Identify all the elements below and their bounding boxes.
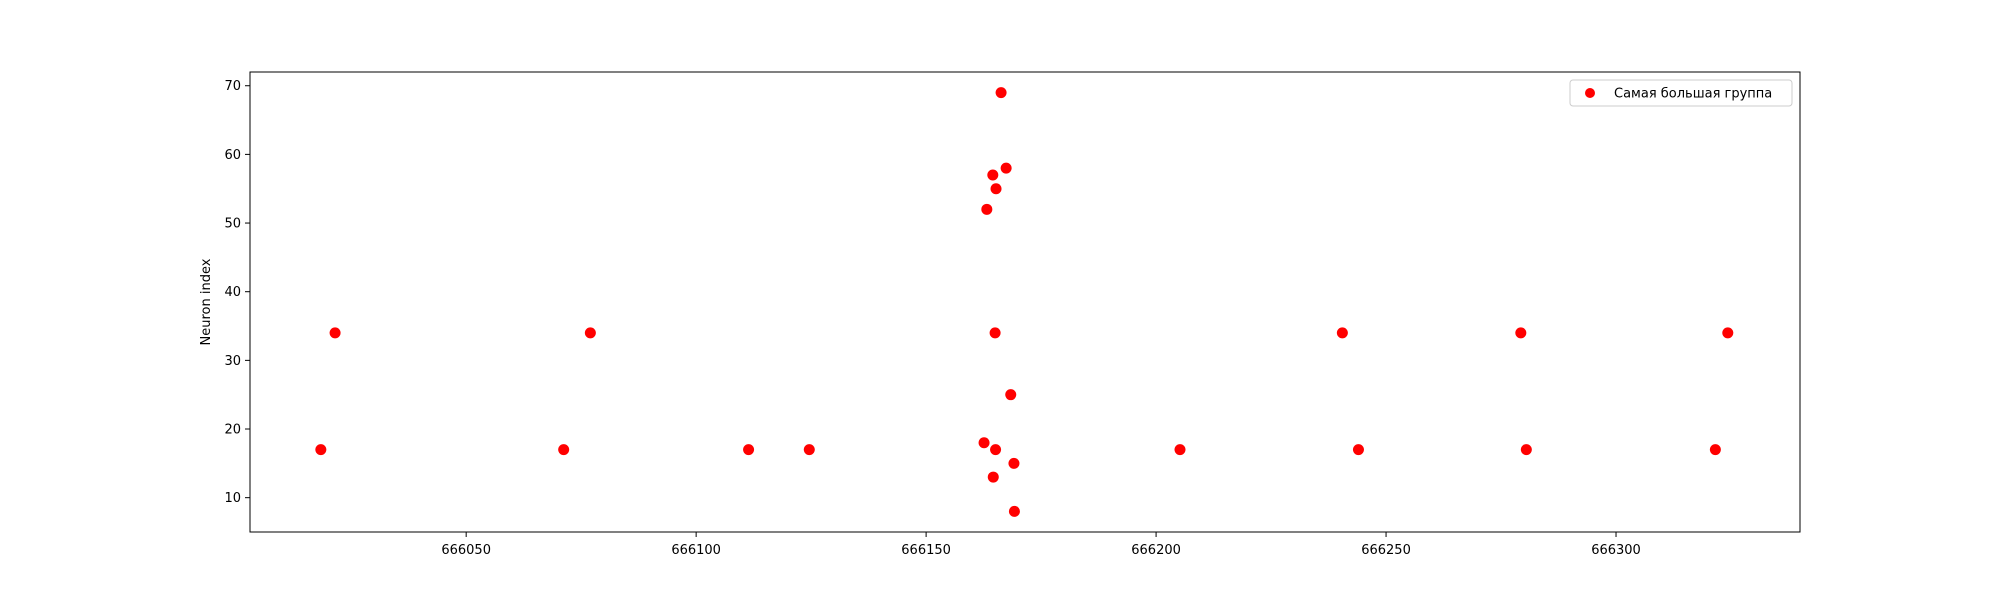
legend-marker <box>1585 88 1595 98</box>
x-tick-label: 666200 <box>1131 543 1181 558</box>
data-point <box>1005 389 1017 401</box>
data-point <box>1336 327 1348 339</box>
y-tick-label: 10 <box>224 491 241 506</box>
legend-box <box>1569 79 1793 107</box>
y-tick-label: 40 <box>224 285 241 300</box>
data-point <box>978 437 990 449</box>
data-point <box>558 444 570 456</box>
data-point <box>743 444 755 456</box>
data-point <box>987 169 999 181</box>
x-tick-label: 666150 <box>901 543 951 558</box>
data-point <box>1000 162 1012 174</box>
legend: Самая большая группа <box>1569 79 1793 107</box>
y-axis-label: Neuron index <box>199 258 214 345</box>
data-point <box>584 327 596 339</box>
data-point <box>990 444 1002 456</box>
data-point <box>987 471 999 483</box>
x-axis: 666050 666100 666150 666200 666250 666300 <box>441 532 1641 558</box>
data-point <box>1722 327 1734 339</box>
y-tick-label: 70 <box>224 79 241 94</box>
data-point <box>329 327 341 339</box>
x-tick-label: 666100 <box>671 543 721 558</box>
data-point <box>803 444 815 456</box>
data-point <box>1515 327 1527 339</box>
data-point <box>989 327 1001 339</box>
plot-area <box>249 71 1801 533</box>
x-tick-label: 666050 <box>441 543 491 558</box>
y-axis: 10 20 30 40 50 60 70 <box>224 79 250 506</box>
data-point <box>1008 457 1020 469</box>
y-tick-label: 30 <box>224 354 241 369</box>
y-tick-label: 60 <box>224 148 241 163</box>
data-point <box>1174 444 1186 456</box>
data-point <box>1709 444 1721 456</box>
data-point <box>990 183 1002 195</box>
x-tick-label: 666250 <box>1361 543 1411 558</box>
data-point <box>1520 444 1532 456</box>
data-point <box>315 444 327 456</box>
data-point <box>1008 505 1020 517</box>
data-point <box>995 87 1007 99</box>
legend-label: Самая большая группа <box>1614 87 1772 102</box>
data-point <box>1352 444 1364 456</box>
data-points <box>315 87 1734 517</box>
y-tick-label: 20 <box>224 423 241 438</box>
data-point <box>981 203 993 215</box>
y-tick-label: 50 <box>224 217 241 232</box>
x-tick-label: 666300 <box>1591 543 1641 558</box>
